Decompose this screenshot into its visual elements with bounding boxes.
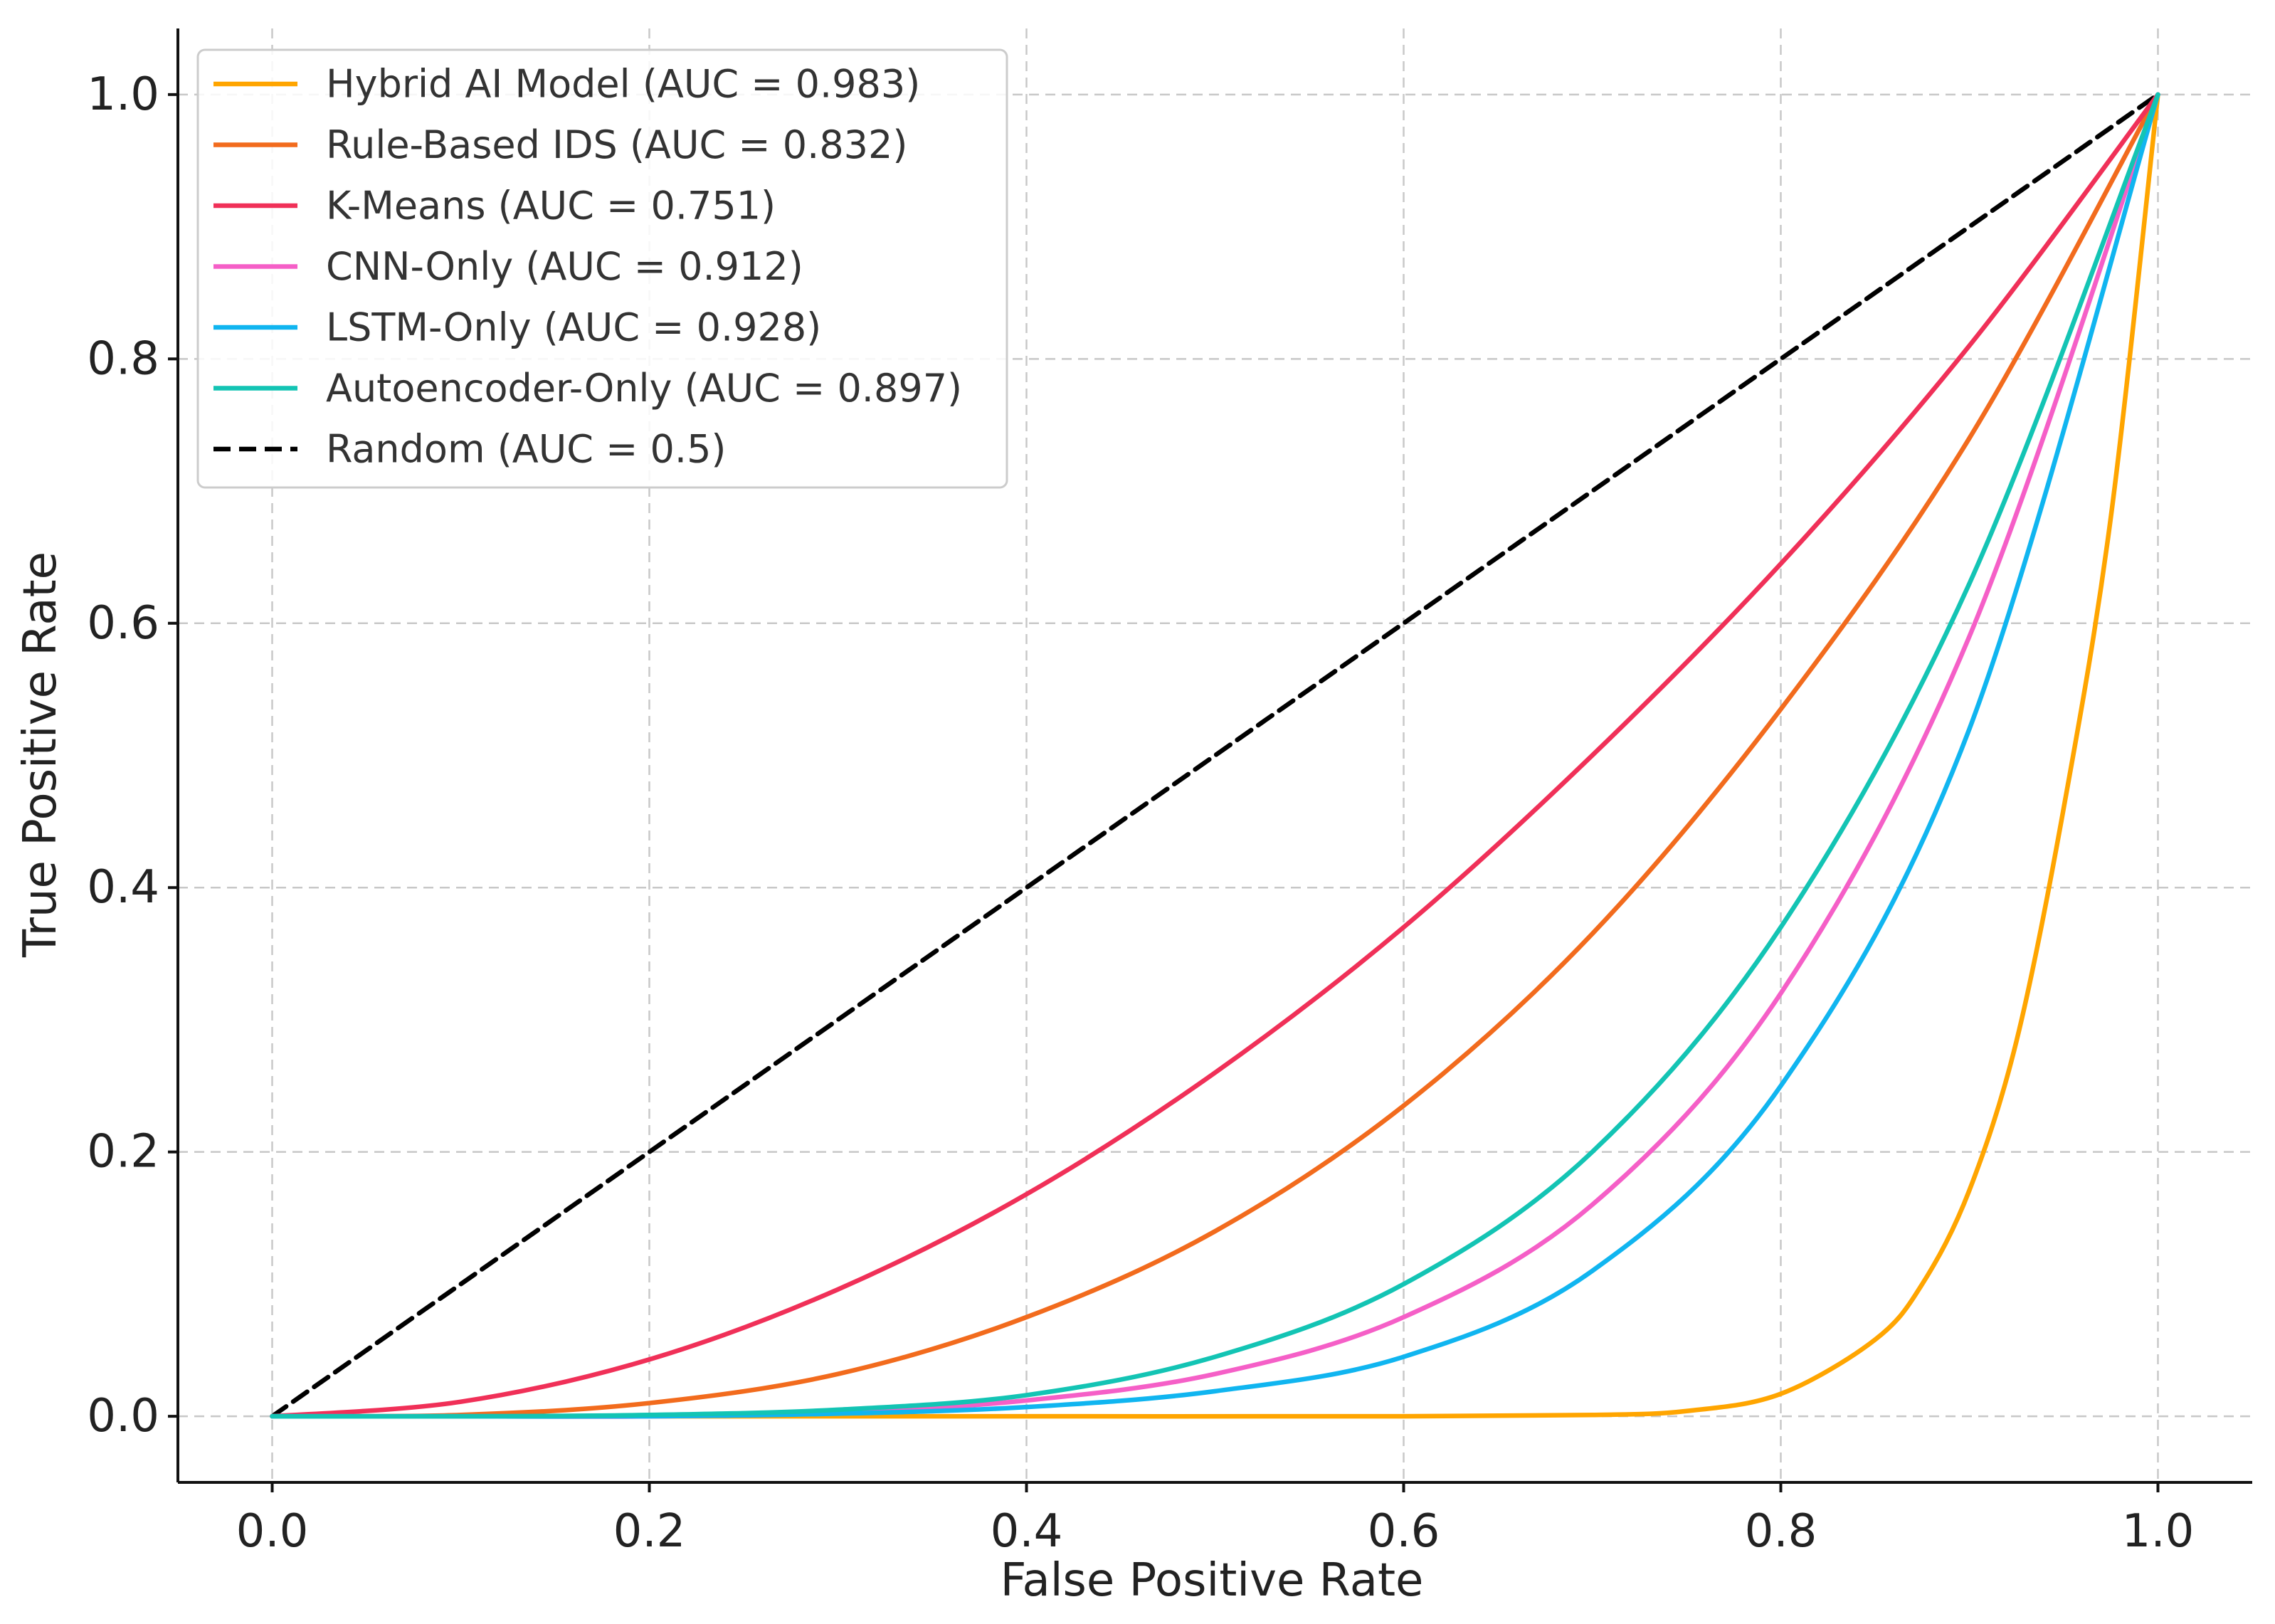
series-line-1	[270, 92, 2160, 1419]
y-axis-label: True Positive Rate	[14, 552, 67, 958]
x-tick-label: 0.2	[613, 1505, 686, 1558]
series-layer	[270, 92, 2160, 1419]
legend-label-3: CNN-Only (AUC = 0.912)	[326, 244, 803, 289]
axes	[176, 28, 2252, 1484]
series-line-0	[270, 92, 2160, 1419]
series-line-5	[270, 92, 2160, 1419]
legend-label-0: Hybrid AI Model (AUC = 0.983)	[326, 62, 920, 107]
ticks: 0.0 0.2 0.4 0.6 0.8 1.0 0.0 0.2 0.4 0.6 0.8 1.0	[87, 68, 2194, 1558]
legend-box	[196, 48, 1008, 489]
legend-label-4: LSTM-Only (AUC = 0.928)	[326, 305, 821, 350]
legend: Hybrid AI Model (AUC = 0.983) Rule-Based …	[196, 48, 1008, 489]
x-tick-label: 0.4	[991, 1505, 1063, 1558]
x-tick-label: 0.0	[236, 1505, 309, 1558]
y-tick-label: 0.2	[87, 1126, 159, 1179]
y-tick-label: 1.0	[87, 68, 159, 121]
y-tick-label: 0.6	[87, 597, 159, 650]
x-tick-label: 0.6	[1368, 1505, 1440, 1558]
y-tick-label: 0.4	[87, 861, 159, 914]
legend-label-6: Random (AUC = 0.5)	[326, 427, 727, 472]
legend-label-2: K-Means (AUC = 0.751)	[326, 184, 776, 228]
legend-label-5: Autoencoder-Only (AUC = 0.897)	[326, 366, 962, 411]
x-tick-label: 1.0	[2122, 1505, 2195, 1558]
y-tick-label: 0.8	[87, 332, 159, 385]
y-tick-label: 0.0	[87, 1390, 159, 1443]
series-line-2	[270, 92, 2160, 1419]
x-axis-label: False Positive Rate	[1001, 1554, 1424, 1607]
x-tick-label: 0.8	[1745, 1505, 1817, 1558]
legend-label-1: Rule-Based IDS (AUC = 0.832)	[326, 122, 907, 167]
series-line-6	[270, 92, 2160, 1419]
